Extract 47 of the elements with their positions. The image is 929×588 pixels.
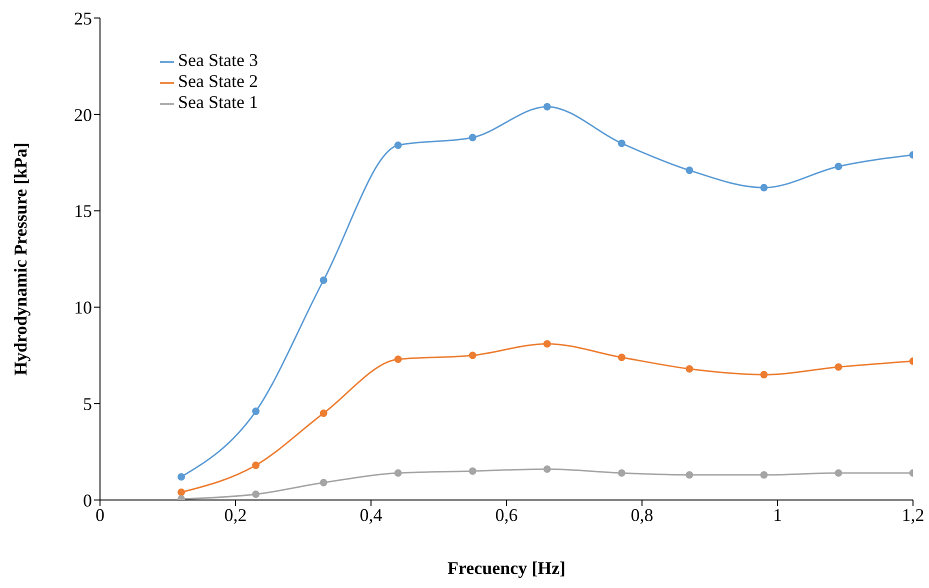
y-tick-label: 10 bbox=[74, 298, 92, 318]
y-tick-label: 25 bbox=[74, 8, 92, 28]
point bbox=[320, 409, 328, 417]
y-tick-label: 20 bbox=[74, 104, 92, 125]
point bbox=[618, 469, 626, 477]
point bbox=[686, 471, 694, 479]
y-axis-title: Hydrodynamic Pressure [kPa] bbox=[10, 142, 30, 376]
point bbox=[834, 363, 842, 371]
x-tick-label: 0,6 bbox=[495, 504, 518, 525]
x-tick-label: 0,4 bbox=[360, 504, 382, 525]
point bbox=[178, 488, 186, 496]
point bbox=[760, 471, 768, 479]
x-tick-label: 0 bbox=[96, 504, 104, 525]
legend-label: Sea State 1 bbox=[178, 92, 258, 113]
point bbox=[834, 162, 842, 170]
point bbox=[618, 140, 626, 148]
y-tick-label: 0 bbox=[83, 490, 92, 510]
y-tick-label: 15 bbox=[74, 201, 92, 222]
x-tick-label: 0,2 bbox=[224, 504, 247, 525]
legend-label: Sea State 2 bbox=[178, 71, 258, 92]
point bbox=[468, 467, 476, 475]
point bbox=[618, 354, 626, 362]
point bbox=[760, 184, 768, 192]
x-tick-label: 0,8 bbox=[630, 504, 654, 525]
point bbox=[252, 462, 260, 470]
point bbox=[394, 469, 402, 477]
point bbox=[543, 102, 551, 110]
x-tick-label: 1 bbox=[773, 504, 782, 525]
point bbox=[252, 490, 260, 498]
point bbox=[468, 134, 476, 142]
point bbox=[394, 356, 402, 364]
point bbox=[834, 469, 842, 477]
y-tick-label: 5 bbox=[83, 394, 92, 414]
point bbox=[686, 166, 694, 174]
point bbox=[320, 276, 328, 284]
point bbox=[320, 478, 328, 486]
point bbox=[468, 352, 476, 360]
point bbox=[760, 370, 768, 378]
point bbox=[178, 473, 186, 481]
point bbox=[686, 365, 694, 373]
legend-label: Sea State 3 bbox=[178, 50, 258, 71]
point bbox=[543, 340, 551, 348]
point bbox=[543, 465, 551, 473]
x-axis-title: Frecuency [Hz] bbox=[447, 558, 566, 578]
point bbox=[394, 142, 402, 149]
x-tick-label: 1,2 bbox=[902, 504, 924, 525]
point bbox=[252, 408, 260, 416]
